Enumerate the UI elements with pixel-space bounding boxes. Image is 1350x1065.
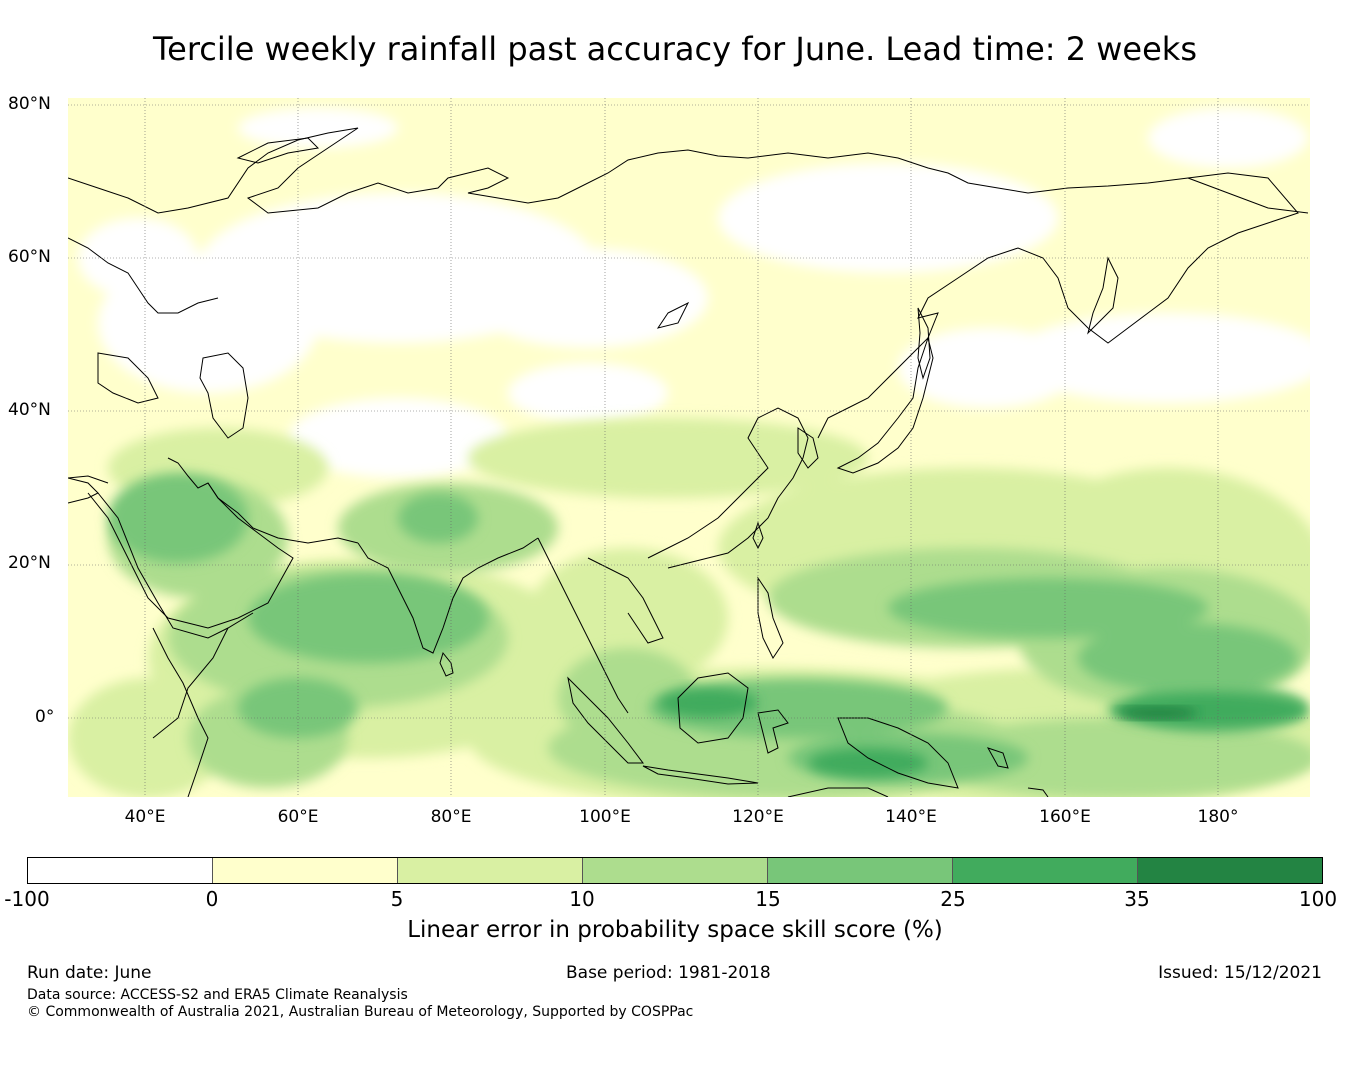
skill-25-35-regions <box>658 688 1308 778</box>
colorbar-tick-3: 10 <box>569 887 595 911</box>
colorbar-tick-4: 15 <box>755 887 781 911</box>
colorbar-segment <box>398 858 583 883</box>
copyright: © Commonwealth of Australia 2021, Austra… <box>27 1004 694 1020</box>
lon-label-100e: 100°E <box>579 807 631 827</box>
lon-label-80e: 80°E <box>430 807 472 827</box>
colorbar-segment <box>953 858 1138 883</box>
data-source: Data source: ACCESS-S2 and ERA5 Climate … <box>27 987 408 1003</box>
lon-label-40e: 40°E <box>124 807 166 827</box>
colorbar-segment <box>583 858 768 883</box>
lon-label-60e: 60°E <box>277 807 319 827</box>
issued-date: Issued: 15/12/2021 <box>1158 963 1322 983</box>
colorbar-tick-6: 35 <box>1124 887 1150 911</box>
lon-label-160e: 160°E <box>1039 807 1091 827</box>
coastlines <box>68 127 1309 797</box>
lon-label-140e: 140°E <box>885 807 937 827</box>
colorbar-segment <box>1138 858 1322 883</box>
lat-label-20n: 20°N <box>8 553 51 573</box>
chart-title: Tercile weekly rainfall past accuracy fo… <box>153 30 1197 68</box>
colorbar-tick-2: 5 <box>390 887 404 911</box>
graticule <box>68 98 1310 797</box>
lon-label-180: 180° <box>1197 807 1239 827</box>
lat-label-60n: 60°N <box>8 247 51 267</box>
colorbar-label: Linear error in probability space skill … <box>407 917 943 943</box>
run-date: Run date: June <box>27 963 152 983</box>
colorbar <box>27 857 1323 884</box>
colorbar-segment <box>28 858 213 883</box>
lat-label-0: 0° <box>35 707 55 727</box>
colorbar-tick-5: 25 <box>940 887 966 911</box>
base-period: Base period: 1981-2018 <box>566 963 771 983</box>
skill-35-100-regions <box>1118 706 1198 720</box>
colorbar-segment <box>213 858 398 883</box>
lat-label-40n: 40°N <box>8 400 51 420</box>
negative-skill-regions <box>78 108 1310 478</box>
lat-label-80n: 80°N <box>8 94 51 114</box>
colorbar-tick-0: -100 <box>4 887 50 911</box>
colorbar-tick-1: 0 <box>205 887 219 911</box>
skill-score-map <box>68 98 1310 797</box>
colorbar-tick-7: 100 <box>1298 887 1338 911</box>
colorbar-segment <box>768 858 953 883</box>
map-canvas <box>68 98 1310 797</box>
lon-label-120e: 120°E <box>732 807 784 827</box>
